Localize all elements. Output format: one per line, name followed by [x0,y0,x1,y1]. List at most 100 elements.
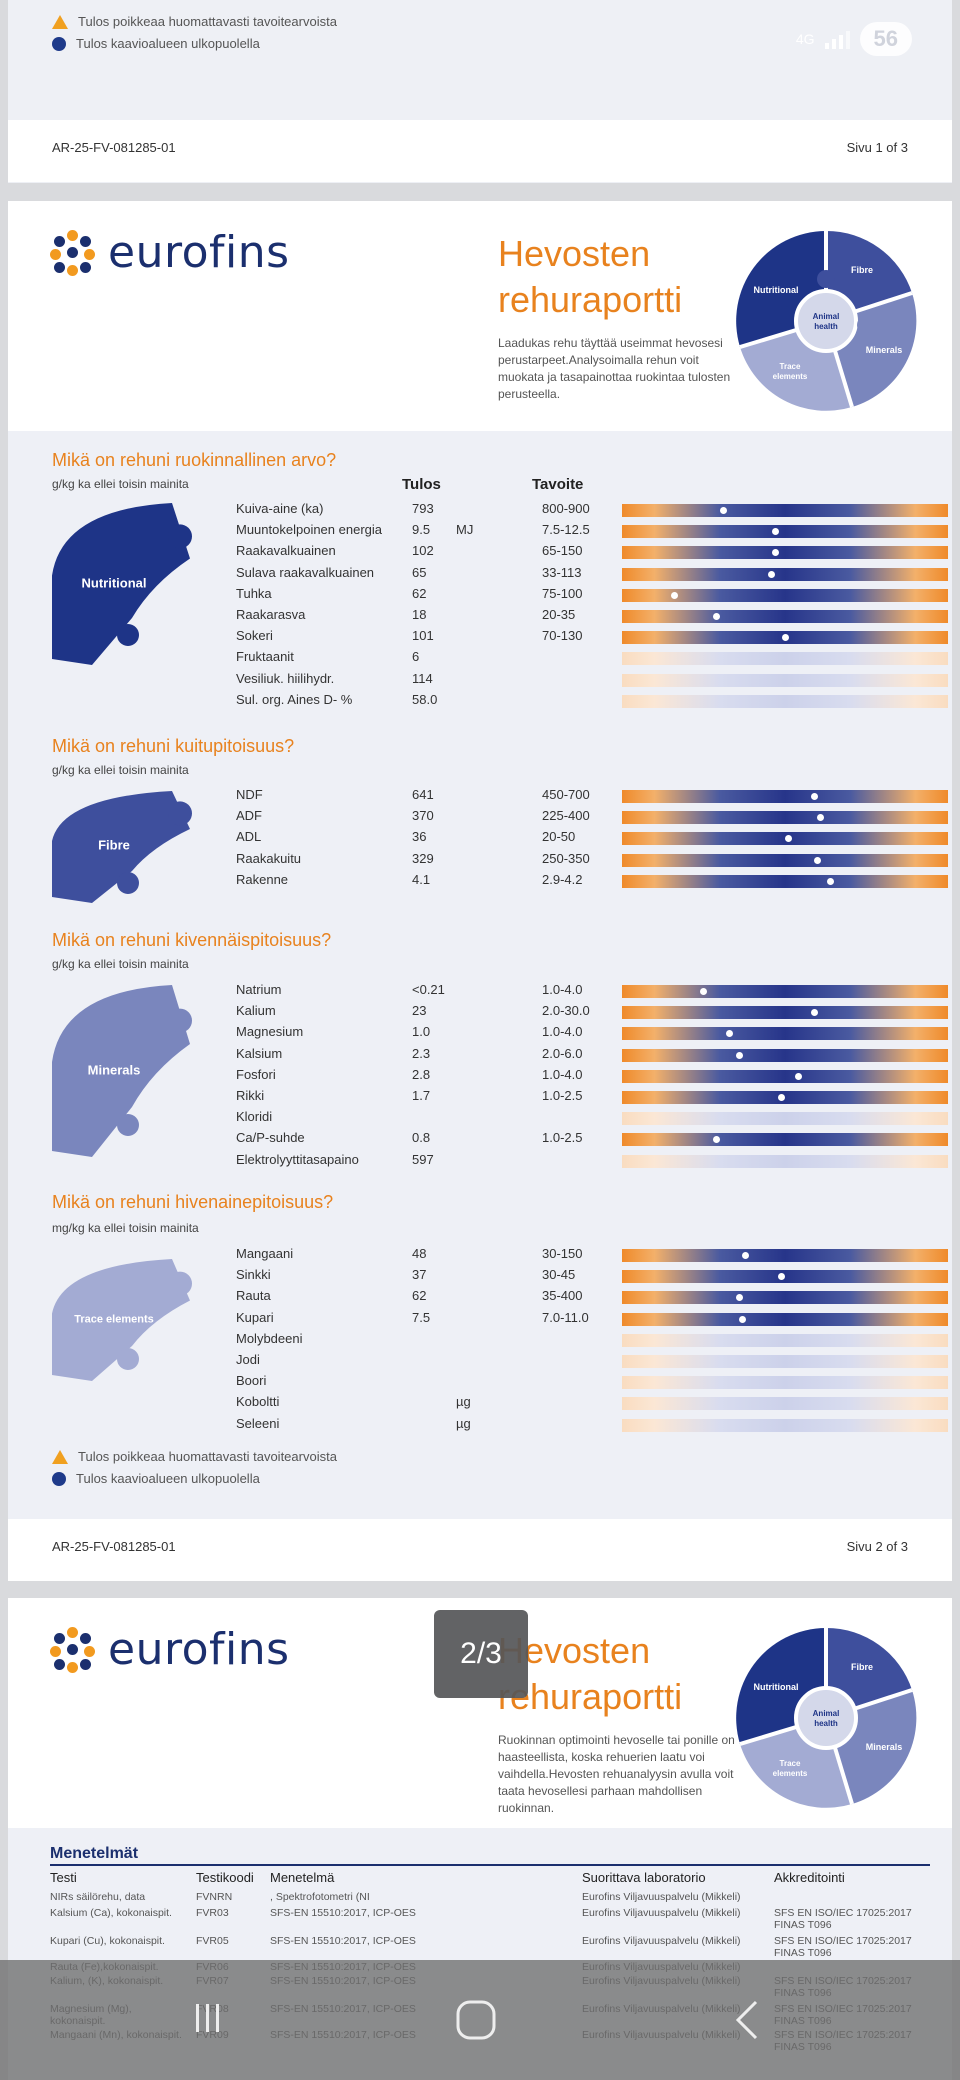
result-value: 0.8 [412,1130,431,1146]
result-marker [670,591,678,599]
range-bar [622,1291,948,1305]
column-header-target: Tavoite [532,476,584,493]
result-label: Kuiva-aine (ka) [236,501,324,516]
target-range: 7.5-12.5 [542,522,590,538]
status-overlay: 4G 56 [796,22,912,56]
section-unit: g/kg ka ellei toisin mainita [52,477,189,491]
recent-apps-button[interactable] [188,1998,228,2043]
eurofins-logo: eurofins [50,227,290,278]
method-code: FVR05 [196,1935,229,1947]
range-bar [622,673,948,687]
logo-text: eurofins [108,1624,290,1675]
legend-warning: Tulos poikkeaa huomattavasti tavoitearvo… [52,14,337,29]
method-accreditation: SFS EN ISO/IEC 17025:2017 FINAS T096 [774,1907,912,1931]
result-value: 641 [412,787,434,802]
back-button[interactable] [728,1998,768,2047]
range-bar [622,1312,948,1326]
range-bar [622,853,948,867]
result-label: Sulava raakavalkuainen [236,564,375,580]
result-value: 37 [412,1267,427,1283]
result-marker [713,613,721,620]
legend-warning: Tulos poikkeaa huomattavasti tavoitearvo… [52,1449,337,1464]
logo-dots-icon [50,229,96,276]
range-bar [622,1048,948,1062]
target-range: 75-100 [542,585,583,601]
method-test: Kalsium (Ca), kokonaispit. [50,1907,172,1919]
result-marker [735,1294,743,1302]
warning-triangle-icon [52,14,68,29]
range-bar [622,1069,948,1083]
svg-text:Fibre: Fibre [851,265,873,275]
result-marker [781,634,789,642]
result-value: 18 [412,607,427,622]
title-line-2: rehuraportti [498,1676,683,1717]
report-body: Mikä on rehuni ruokinnallinen arvo? g/kg … [8,431,952,1519]
target-range: 250-350 [542,850,590,866]
report-page-1: Tulos poikkeaa huomattavasti tavoitearvo… [8,0,952,183]
methods-col-code: Testikoodi [196,1870,254,1885]
range-bar [622,1333,948,1347]
svg-text:Minerals: Minerals [866,345,903,355]
result-label: Molybdeeni [236,1330,303,1346]
result-marker [726,1030,734,1038]
result-marker [768,570,776,578]
result-value: 7.5 [412,1309,431,1325]
range-bar [622,874,948,888]
svg-text:health: health [814,1719,838,1728]
range-bar [622,1270,948,1284]
result-label: Kloridi [236,1109,273,1125]
result-marker [719,507,727,514]
result-label: Koboltti [236,1394,280,1410]
methods-divider [50,1864,930,1866]
method-name: SFS-EN 15510:2017, ICP-OES [270,1935,416,1947]
range-bar [622,1091,948,1104]
svg-text:Trace: Trace [780,1759,801,1768]
report-page-2: eurofins Hevosten rehuraportti Laadukas … [8,201,952,1581]
range-bar [622,811,948,825]
signal-icon [824,29,850,49]
result-marker [735,1051,743,1059]
target-range: 2.9-4.2 [542,871,583,887]
report-subtitle-p3: Ruokinnan optimointi hevoselle tai ponil… [498,1733,735,1815]
result-value: 1.0 [412,1024,431,1040]
range-bar [622,1154,948,1168]
home-button[interactable] [454,1998,498,2047]
result-label: ADF [236,808,262,824]
result-value: 2.3 [412,1045,431,1061]
result-value: 9.5 [412,522,431,538]
network-label: 4G [795,31,815,47]
range-bar [622,504,948,517]
result-marker [778,1273,786,1281]
result-value: 370 [412,808,434,824]
range-bar [622,546,948,560]
report-id: AR-25-FV-081285-01 [52,140,176,155]
range-bar [622,610,948,623]
legend-outside-text: Tulos kaavioalueen ulkopuolella [76,1471,260,1486]
result-value: 62 [412,585,427,601]
result-value: <0.21 [412,982,445,997]
target-range: 1.0-4.0 [542,982,583,997]
target-range: 35-400 [542,1288,583,1304]
method-lab: Eurofins Viljavuuspalvelu (Mikkeli) [582,1891,741,1903]
legend-outside: Tulos kaavioalueen ulkopuolella [52,36,260,51]
range-bar [622,567,948,581]
target-range: 20-35 [542,607,576,622]
target-range: 1.0-2.5 [542,1130,583,1146]
range-bar [622,588,948,602]
target-range: 225-400 [542,808,590,824]
result-label: Sul. org. Aines D- % [236,691,353,707]
puzzle-piece-label: Trace elements [74,1314,154,1326]
report-title: Hevosten rehuraportti [498,231,682,323]
result-value: 36 [412,829,427,845]
result-label: Seleeni [236,1415,280,1431]
range-bar [622,790,948,803]
svg-text:Animal: Animal [813,1709,840,1718]
section-title: Mikä on rehuni hivenainepitoisuus? [52,1192,334,1212]
result-label: NDF [236,787,263,802]
method-lab: Eurofins Viljavuuspalvelu (Mikkeli) [582,1935,741,1947]
range-bar [622,1418,948,1432]
result-marker [742,1252,750,1259]
range-bar [622,652,948,666]
result-marker [794,1072,802,1080]
target-range: 450-700 [542,787,590,802]
